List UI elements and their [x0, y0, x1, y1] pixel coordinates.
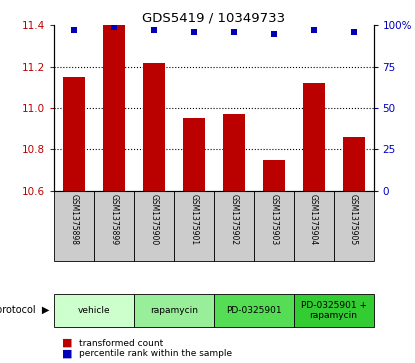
Bar: [143, 62, 165, 191]
Point: [310, 28, 317, 33]
Text: GSM1375899: GSM1375899: [110, 194, 118, 245]
Text: GSM1375902: GSM1375902: [229, 194, 238, 245]
Bar: [254, 191, 294, 261]
Point: [230, 29, 237, 35]
Text: GSM1375900: GSM1375900: [149, 194, 158, 245]
Text: rapamycin: rapamycin: [150, 306, 198, 315]
Point: [270, 31, 277, 37]
Bar: [342, 137, 364, 191]
Bar: [294, 191, 334, 261]
Bar: [334, 191, 374, 261]
Bar: [223, 114, 245, 191]
Text: GSM1375898: GSM1375898: [69, 194, 78, 245]
Bar: [94, 191, 134, 261]
Text: GSM1375904: GSM1375904: [309, 194, 318, 245]
Bar: [214, 191, 254, 261]
Text: protocol  ▶: protocol ▶: [0, 305, 50, 315]
Text: GSM1375903: GSM1375903: [269, 194, 278, 245]
Text: ■: ■: [62, 338, 73, 348]
Point: [350, 29, 357, 35]
Text: GSM1375905: GSM1375905: [349, 194, 358, 245]
Point: [151, 28, 157, 33]
Bar: [303, 83, 325, 191]
Text: PD-0325901 +
rapamycin: PD-0325901 + rapamycin: [300, 301, 366, 320]
Point: [110, 24, 117, 30]
Point: [190, 29, 197, 35]
Text: GSM1375901: GSM1375901: [189, 194, 198, 245]
Bar: [134, 191, 174, 261]
Text: transformed count: transformed count: [79, 339, 163, 347]
Title: GDS5419 / 10349733: GDS5419 / 10349733: [142, 11, 285, 24]
Bar: [174, 191, 214, 261]
Bar: [263, 160, 285, 191]
Bar: [54, 191, 94, 261]
Text: percentile rank within the sample: percentile rank within the sample: [79, 350, 232, 358]
Point: [71, 28, 77, 33]
Text: ■: ■: [62, 349, 73, 359]
Bar: [63, 77, 85, 191]
Bar: [183, 118, 205, 191]
Text: vehicle: vehicle: [78, 306, 110, 315]
Bar: [103, 25, 125, 191]
Text: PD-0325901: PD-0325901: [226, 306, 281, 315]
